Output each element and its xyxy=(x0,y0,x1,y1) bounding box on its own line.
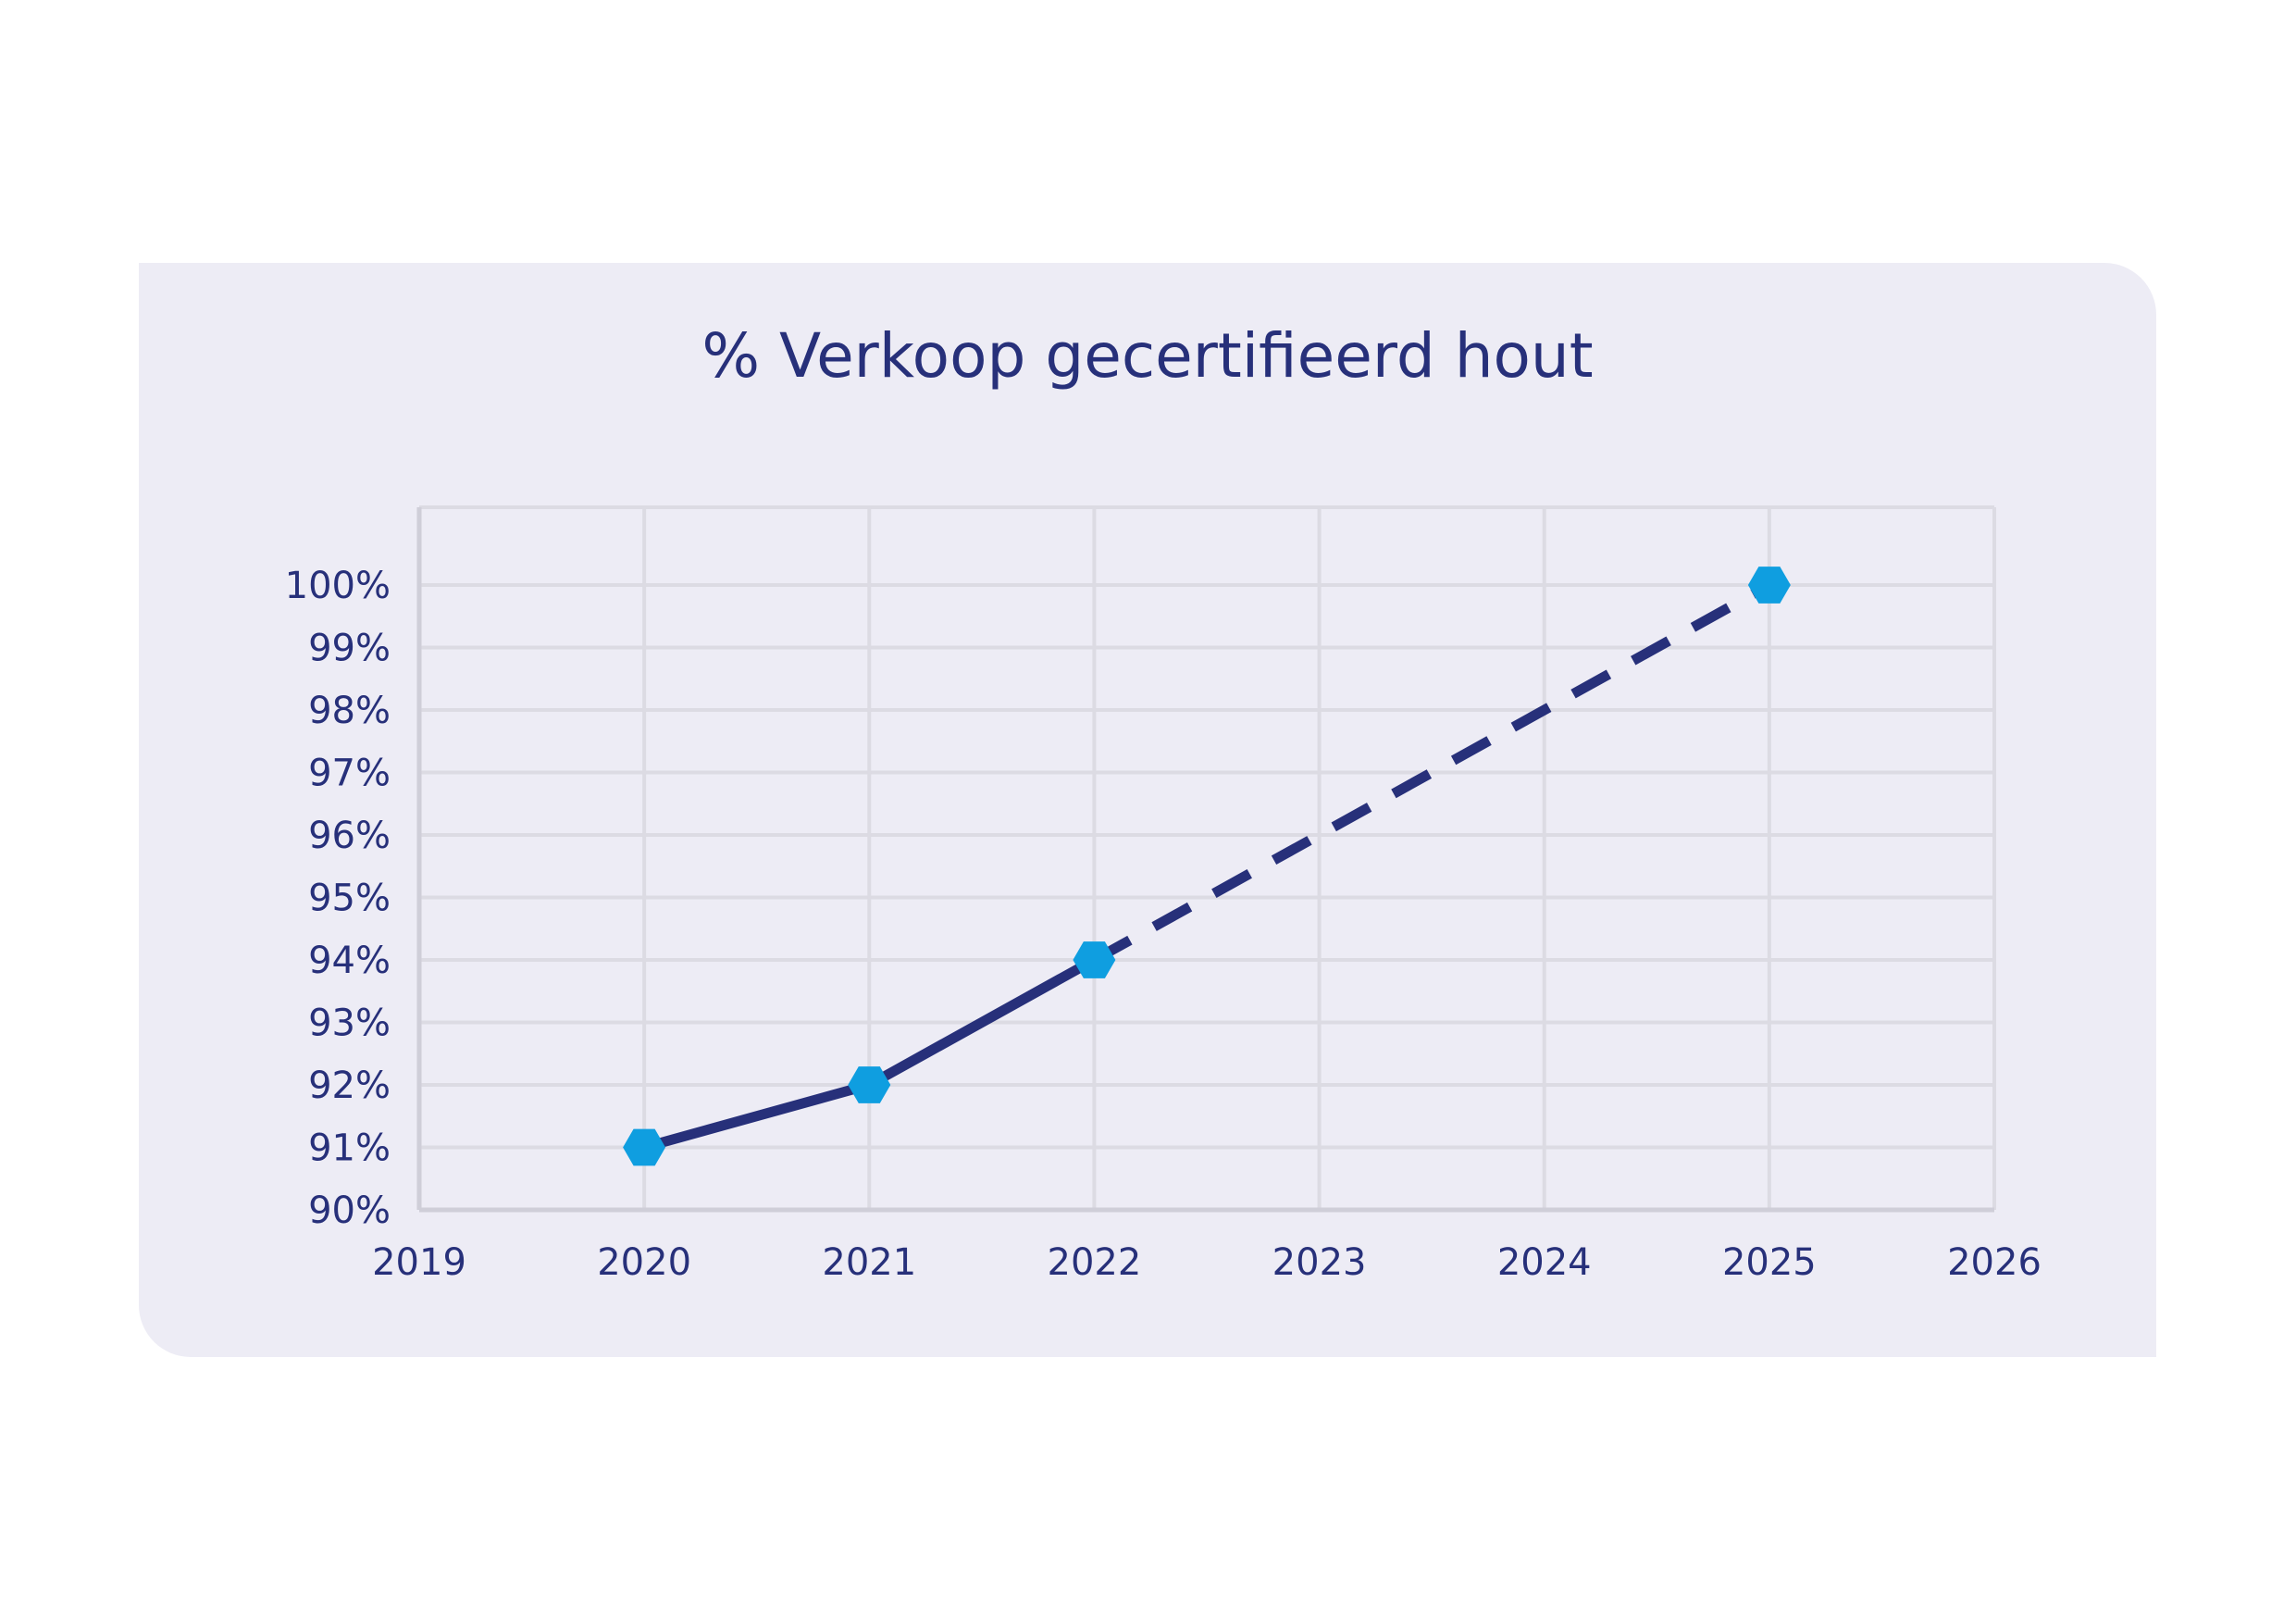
chart-title: % Verkoop gecertifieerd hout xyxy=(701,320,1594,392)
chart-card: % Verkoop gecertifieerd hout 90% 91% 92% 93… xyxy=(139,263,2156,1357)
series-line-target xyxy=(1091,580,1772,965)
data-point-marker xyxy=(623,1128,666,1166)
data-point-marker xyxy=(1747,567,1791,604)
chart-plot: 90% 91% 92% 93% 94% 95% 96% 97% 98% 99% 100% 2019 20… xyxy=(285,505,2042,1284)
x-tick-label: 2019 xyxy=(372,1241,466,1284)
y-tick-label: 90% xyxy=(308,1189,391,1232)
y-tick-label: 97% xyxy=(308,753,391,795)
data-point-marker xyxy=(1073,941,1116,978)
y-tick-label: 96% xyxy=(308,815,391,857)
x-tick-label: 2025 xyxy=(1722,1241,1817,1284)
x-tick-label: 2023 xyxy=(1272,1241,1367,1284)
y-tick-label: 92% xyxy=(308,1065,391,1107)
x-tick-label: 2021 xyxy=(822,1241,916,1284)
y-tick-label: 95% xyxy=(308,878,391,920)
x-tick-label: 2026 xyxy=(1947,1241,2042,1284)
y-tick-label: 99% xyxy=(308,628,391,670)
x-tick-label: 2020 xyxy=(597,1241,691,1284)
y-tick-label: 98% xyxy=(308,690,391,732)
y-tick-label: 94% xyxy=(308,940,391,982)
y-tick-label: 100% xyxy=(285,565,391,607)
data-point-marker xyxy=(848,1066,891,1103)
y-tick-label: 93% xyxy=(308,1003,391,1045)
x-tick-label: 2024 xyxy=(1497,1241,1592,1284)
y-tick-label: 91% xyxy=(308,1127,391,1170)
x-tick-label: 2022 xyxy=(1048,1241,1142,1284)
